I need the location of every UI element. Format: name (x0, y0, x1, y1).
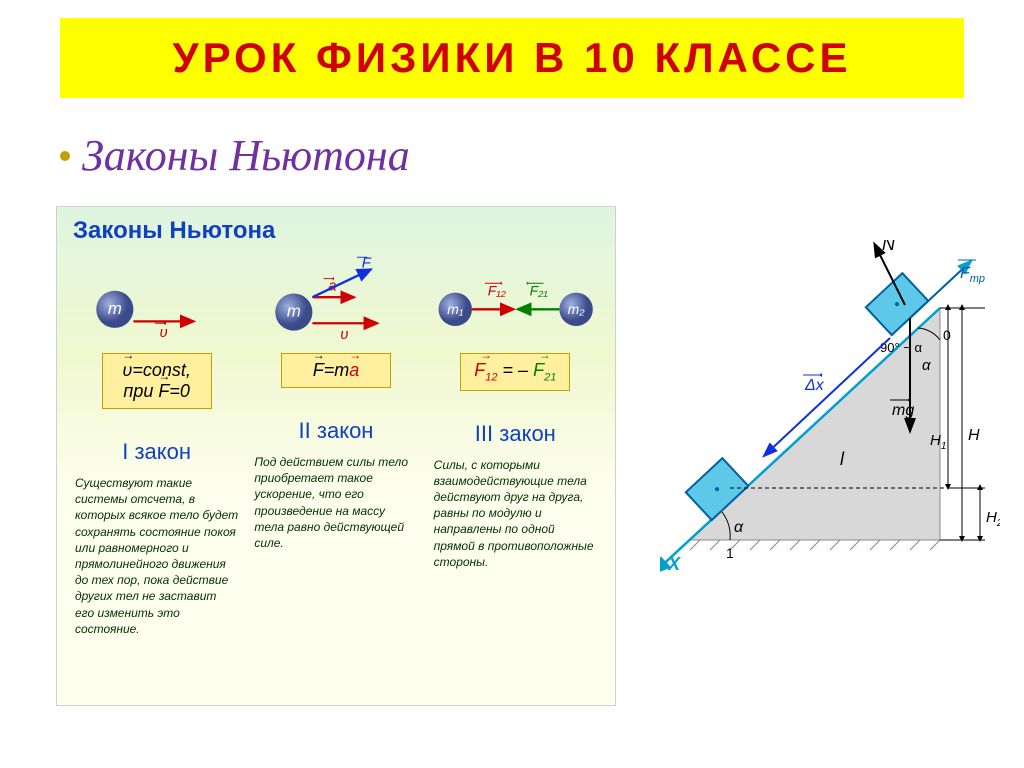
law2-description: Под действием силы тело приобретает тако… (252, 454, 419, 551)
svg-text:m: m (108, 299, 122, 318)
svg-text:F₂₁: F₂₁ (529, 282, 548, 298)
subtitle-text: Законы Ньютона (82, 130, 410, 181)
subtitle-row: Законы Ньютона (60, 130, 410, 181)
title-bar: УРОК ФИЗИКИ В 10 КЛАССЕ (60, 18, 964, 98)
law-column-1: m υ υ=const,при F=0 I закон Существуют т… (67, 255, 246, 637)
svg-text:υ: υ (159, 325, 167, 341)
law3-description: Силы, с которыми взаимодействующие тела … (432, 457, 599, 570)
svg-text:N: N (882, 240, 896, 254)
law3-name: III закон (475, 421, 556, 447)
svg-text:1: 1 (726, 545, 734, 561)
bullet-icon (60, 151, 70, 161)
svg-text:υ: υ (341, 327, 349, 343)
law1-name: I закон (122, 439, 191, 465)
svg-text:H2: H2 (986, 509, 1000, 529)
svg-text:α: α (922, 357, 931, 374)
incline-plane-diagram: X N Fтр mg 0 90° − α α Δx (660, 240, 1000, 580)
svg-text:F: F (362, 255, 372, 271)
law1-description: Существуют такие системы отсчета, в кото… (73, 475, 240, 637)
laws-panel-title: Законы Ньютона (57, 207, 615, 245)
svg-text:α: α (734, 519, 744, 536)
laws-panel: Законы Ньютона m υ υ=const, (56, 206, 616, 706)
svg-text:0: 0 (943, 327, 951, 343)
law-column-2: m υ a F F=ma II закон Под действием силы… (246, 255, 425, 637)
law3-diagram: m₁ m₂ F₁₂ F₂₁ (432, 255, 599, 345)
svg-text:mg: mg (892, 402, 914, 419)
law-column-3: m₁ m₂ F₁₂ F₂₁ F12 = – F21 III закон Силы… (426, 255, 605, 637)
svg-text:m₂: m₂ (567, 301, 585, 317)
laws-grid: m υ υ=const,при F=0 I закон Существуют т… (57, 245, 615, 637)
svg-text:Δx: Δx (804, 377, 825, 394)
svg-text:H: H (968, 427, 980, 444)
svg-text:X: X (667, 554, 681, 574)
svg-text:F₁₂: F₁₂ (487, 282, 506, 298)
law1-formula: υ=const,при F=0 (102, 353, 212, 409)
svg-text:Fтр: Fтр (960, 265, 985, 285)
svg-text:m: m (287, 302, 301, 321)
law2-diagram: m υ a F (252, 255, 419, 345)
law2-name: II закон (299, 418, 374, 444)
svg-text:m₁: m₁ (447, 301, 464, 317)
title-text: УРОК ФИЗИКИ В 10 КЛАССЕ (172, 34, 851, 82)
law1-diagram: m υ (73, 255, 240, 345)
law2-formula: F=ma (281, 353, 391, 388)
law3-formula: F12 = – F21 (460, 353, 570, 391)
